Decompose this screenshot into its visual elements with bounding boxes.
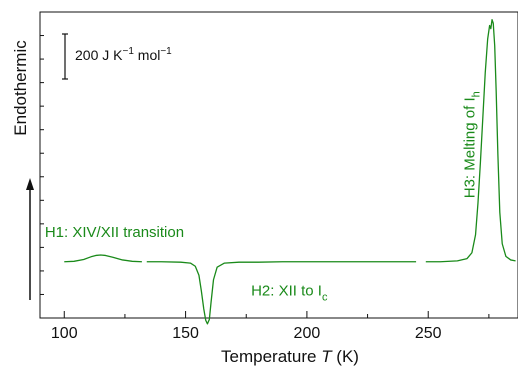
scale-bar-label-exp1: −1	[122, 46, 134, 57]
scale-bar-label-main: 200 J K	[75, 47, 123, 63]
x-axis-title-var: T	[321, 347, 333, 366]
annotation-h3-sub: h	[470, 91, 482, 97]
scale-bar: 200 J K−1 mol−1	[62, 33, 172, 80]
annotation-h1: H1: XIV/XII transition	[45, 224, 184, 241]
annotation-h3: H3: Melting of Ih	[461, 91, 482, 198]
x-tick-label: 100	[51, 325, 78, 342]
y-axis-ticks	[40, 35, 44, 295]
x-axis-ticks	[63, 311, 490, 318]
x-tick-label: 200	[294, 325, 321, 342]
x-axis-tick-labels: 100 150 200 250	[51, 325, 442, 342]
y-axis-title: Endothermic	[11, 40, 30, 136]
plot-frame	[39, 11, 518, 319]
scale-bar-label: 200 J K−1 mol−1	[75, 46, 172, 63]
series-line-segment-3	[425, 19, 516, 263]
scale-bar-label-mid: mol	[134, 47, 160, 63]
series-layer	[64, 19, 516, 325]
annotation-h2-sub: c	[322, 292, 328, 304]
x-axis-title: Temperature T (K)	[221, 347, 359, 366]
scale-bar-label-exp2: −1	[160, 46, 172, 57]
annotation-h3-main: H3: Melting of I	[461, 97, 478, 198]
endothermic-arrowhead	[26, 178, 34, 190]
x-tick-label: 250	[415, 325, 442, 342]
x-axis-title-unit: (K)	[332, 347, 359, 366]
x-axis-title-prefix: Temperature	[221, 347, 321, 366]
annotation-h2: H2: XII to Ic	[251, 283, 328, 304]
series-line-segment-1	[64, 254, 142, 263]
annotation-h2-main: H2: XII to I	[251, 283, 322, 300]
series-line-segment-2	[146, 261, 417, 325]
x-tick-label: 150	[172, 325, 199, 342]
